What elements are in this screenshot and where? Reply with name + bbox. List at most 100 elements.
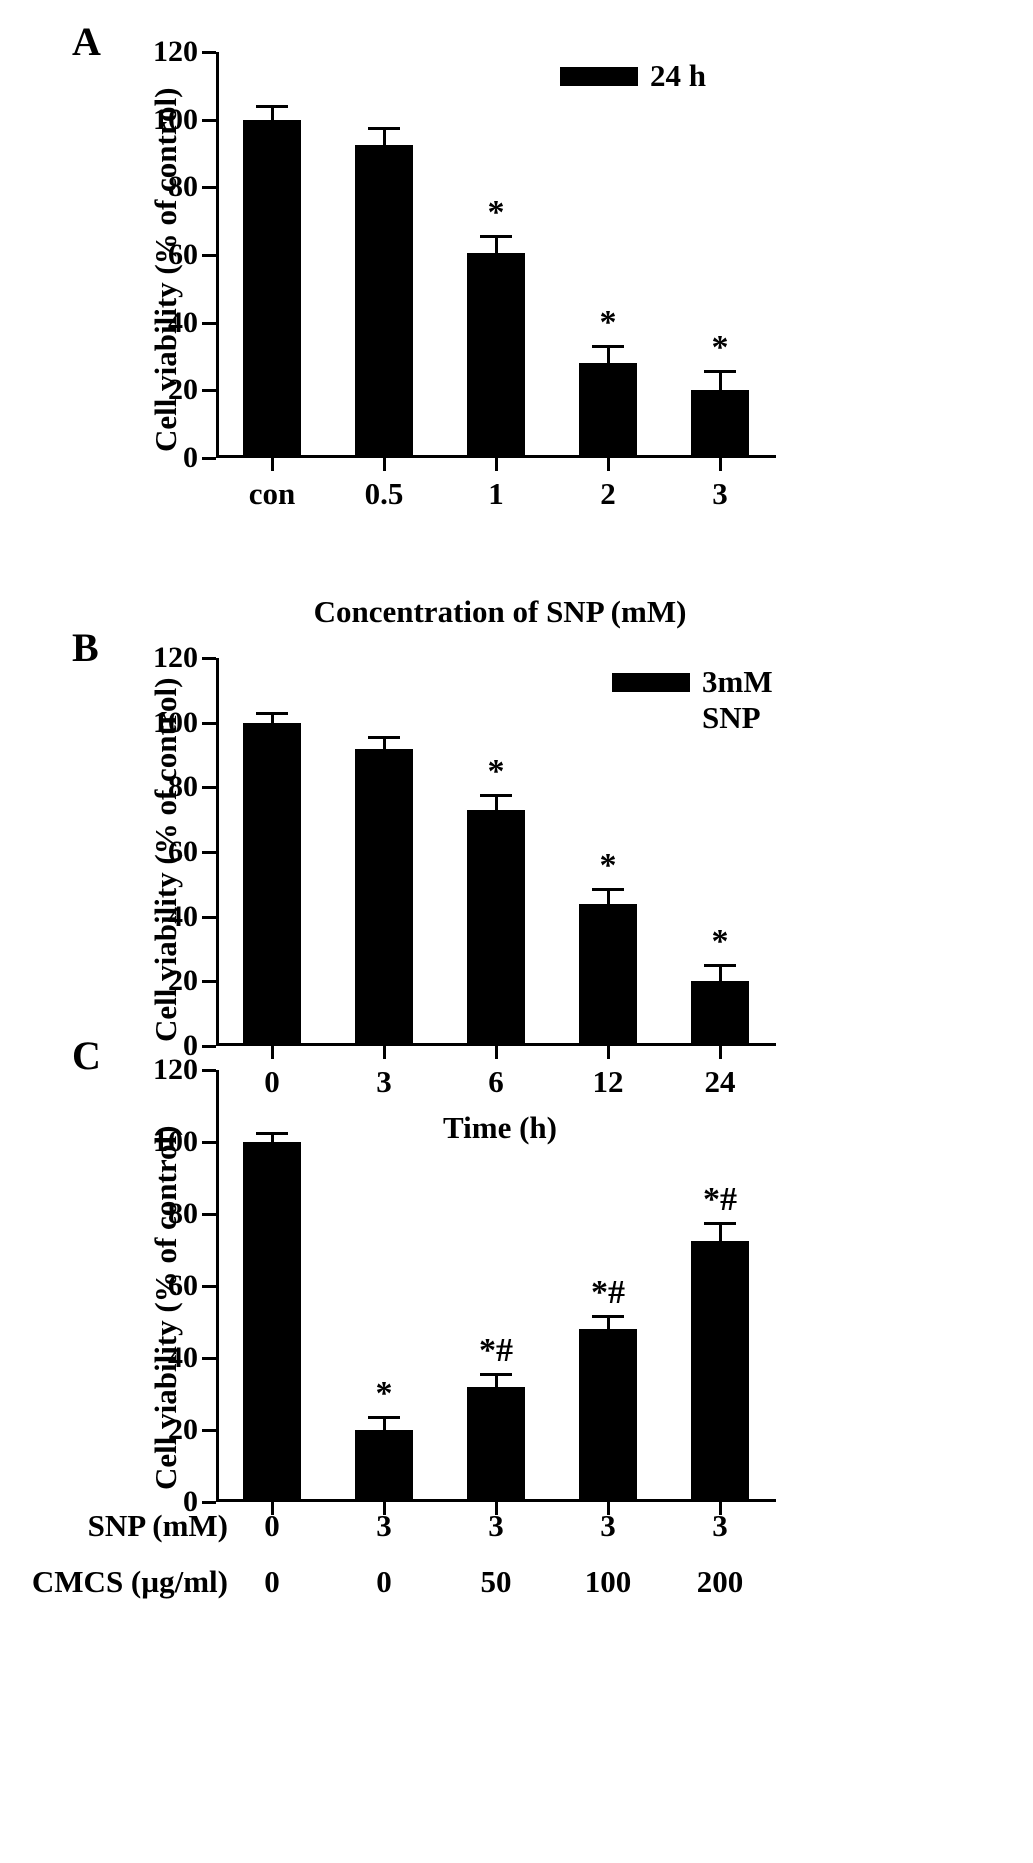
x-tick	[383, 1046, 386, 1059]
error-bar	[271, 1134, 274, 1142]
bar	[354, 145, 414, 458]
y-tick	[202, 657, 216, 660]
condition-cell: 50	[480, 1564, 512, 1599]
error-bar	[383, 1419, 386, 1430]
x-tick	[495, 1046, 498, 1059]
y-tick	[202, 1069, 216, 1072]
y-tick-label: 120	[153, 641, 198, 674]
error-bar	[607, 1318, 610, 1330]
error-bar-cap	[479, 794, 513, 798]
significance-marker: *	[711, 329, 729, 367]
panel-a: A Cell viability (% of control) 0 20 40 60 8…	[0, 0, 1033, 640]
panel-b-letter: B	[72, 625, 99, 670]
y-tick-label: 40	[168, 899, 198, 933]
error-bar-cap	[591, 345, 625, 349]
y-tick	[202, 1429, 216, 1432]
y-tick	[202, 51, 216, 54]
condition-cell: 3	[376, 1508, 392, 1543]
y-tick-label: 100	[153, 1125, 198, 1158]
x-tick-label: con	[248, 476, 296, 511]
y-tick	[202, 851, 216, 854]
error-bar-cap	[367, 735, 401, 739]
panel-c-y-axis-line	[216, 1070, 219, 1502]
x-tick	[271, 1046, 274, 1059]
bar	[578, 903, 638, 1046]
panel-b-legend-label: 3mM SNP	[702, 664, 773, 735]
bar	[466, 253, 526, 458]
error-bar	[719, 1224, 722, 1241]
x-tick	[607, 1502, 610, 1515]
y-tick-label: 0	[183, 1485, 198, 1518]
y-tick	[202, 254, 216, 257]
y-tick-label: 60	[168, 835, 198, 868]
error-bar-cap	[703, 963, 737, 967]
y-tick-label: 60	[168, 1269, 198, 1302]
error-bar	[495, 1376, 498, 1387]
y-tick-label: 60	[168, 238, 198, 271]
error-bar-cap	[703, 1221, 737, 1225]
y-tick-label: 80	[168, 170, 198, 204]
error-bar-cap	[591, 887, 625, 891]
x-tick	[383, 1502, 386, 1515]
error-bar	[607, 890, 610, 904]
x-tick	[271, 458, 274, 471]
y-tick-label: 80	[168, 1197, 198, 1230]
x-tick	[607, 1046, 610, 1059]
x-tick-label: 12	[592, 1064, 624, 1099]
panel-c-axes: 0 20 40 60 80 100 120 * *# *# *#	[153, 1055, 776, 1517]
significance-marker: *	[711, 922, 729, 960]
x-tick-label: 3	[712, 476, 728, 511]
bar	[242, 1142, 302, 1502]
error-bar-cap	[255, 711, 289, 715]
y-tick	[202, 321, 216, 325]
y-tick-label: 120	[153, 1053, 198, 1086]
x-tick-label: 24	[704, 1064, 736, 1099]
error-bar	[271, 107, 274, 120]
condition-row-label: SNP (mM)	[87, 1508, 228, 1543]
x-tick-label: 1	[488, 476, 504, 511]
error-bar-cap	[255, 1131, 289, 1135]
y-tick	[202, 1045, 216, 1048]
error-bar	[607, 348, 610, 364]
y-tick	[202, 915, 216, 919]
y-tick-label: 80	[168, 770, 198, 804]
y-tick-label: 20	[168, 964, 198, 998]
panel-a-plot-area: 0 20 40 60 80 100 120 con 0.5 1 2 3 * * *	[153, 37, 776, 509]
condition-cell: 0	[376, 1564, 392, 1599]
condition-cell: 3	[712, 1508, 728, 1543]
panel-c-letter: C	[72, 1033, 101, 1078]
panel-b-axes: 0 20 40 60 80 100 120 0 3 6 12 24 * * *	[153, 643, 776, 1097]
error-bar	[719, 966, 722, 982]
bar	[690, 390, 750, 458]
panel-a-y-axis-line	[216, 52, 219, 458]
bar	[466, 809, 526, 1046]
error-bar	[719, 373, 722, 391]
y-tick	[202, 1357, 216, 1360]
y-tick	[202, 721, 216, 725]
y-tick-label: 20	[168, 373, 198, 407]
significance-marker: *#	[591, 1274, 625, 1312]
y-tick	[202, 786, 216, 790]
panel-a-letter: A	[72, 19, 101, 64]
panel-a-legend: 24 h	[560, 58, 706, 94]
significance-marker: *#	[479, 1332, 513, 1369]
panel-a-x-axis-label: Concentration of SNP (mM)	[313, 594, 687, 629]
panel-c-condition-table: SNP (mM) 0 3 3 3 3 CMCS (µg/ml) 0 0 50 100 200	[0, 1510, 1033, 1630]
significance-marker: *	[375, 1375, 393, 1413]
x-tick	[383, 458, 386, 471]
x-tick	[719, 458, 722, 471]
bar	[578, 1329, 638, 1502]
x-tick-label: 6	[488, 1064, 504, 1099]
panel-b-plot-area: 0 20 40 60 80 100 120 0 3 6 12 24 * * *	[153, 643, 776, 1097]
significance-marker: *	[487, 753, 505, 791]
panel-b-legend: 3mM SNP	[612, 664, 773, 735]
panel-b-y-axis-line	[216, 658, 219, 1046]
significance-marker: *	[487, 194, 505, 232]
condition-cell: 0	[264, 1508, 280, 1543]
bar	[466, 1386, 526, 1502]
y-tick-label: 40	[168, 305, 198, 339]
x-tick	[719, 1046, 722, 1059]
error-bar-cap	[703, 370, 737, 374]
error-bar	[383, 129, 386, 146]
